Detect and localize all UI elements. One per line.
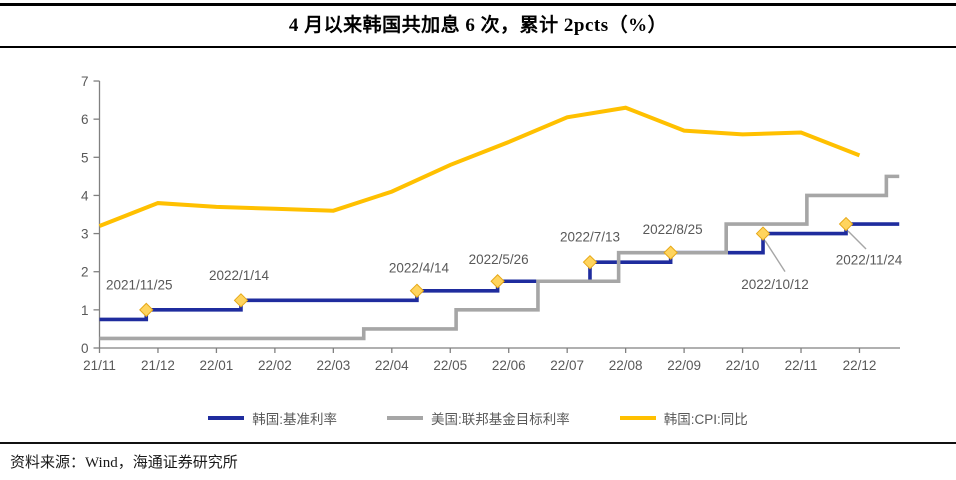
footer-separator-line: [0, 442, 956, 444]
y-axis-tick-label: 2: [81, 265, 89, 280]
legend-swatch-icon: [208, 416, 245, 420]
x-axis-tick-label: 22/02: [258, 358, 292, 373]
annotation-leader-line: [847, 230, 867, 250]
y-axis-tick-label: 4: [81, 188, 89, 203]
legend-label: 韩国:CPI:同比: [663, 412, 748, 427]
x-axis-tick-label: 22/04: [375, 358, 409, 373]
x-axis-tick-label: 21/12: [141, 358, 175, 373]
chart-title: 4 月以来韩国共加息 6 次，累计 2pcts（%）: [288, 15, 668, 36]
chart-plot-area: 0 1 2 3 4 5 6 7 21/11 21/12 22/01 22/02 22/03 22/04 22…: [81, 74, 903, 373]
rate-hike-diamond-marker: [233, 293, 249, 308]
legend-item-2: 韩国:CPI:同比: [619, 408, 748, 428]
series-line-1: [99, 174, 900, 341]
x-axis-tick-label: 22/05: [433, 358, 467, 373]
legend-swatch-icon: [619, 416, 656, 420]
annotation-date-label: 2022/8/25: [643, 222, 703, 237]
annotation-date-label: 2021/11/25: [106, 277, 173, 292]
x-axis-tick-label: 22/09: [667, 358, 701, 373]
annotation-date-label: 2022/10/12: [741, 277, 809, 292]
legend-label: 韩国:基准利率: [252, 412, 337, 427]
annotation-date-label: 2022/4/14: [389, 260, 450, 275]
x-axis-tick-label: 22/08: [609, 358, 643, 373]
annotation-leader-line: [764, 240, 786, 272]
y-axis-tick-label: 6: [81, 112, 89, 127]
source-note: 资料来源：Wind，海通证券研究所: [10, 455, 238, 471]
rate-hike-diamond-marker: [409, 283, 425, 298]
annotation-date-label: 2022/5/26: [469, 252, 529, 267]
rate-hike-diamond-marker: [838, 216, 854, 232]
x-axis-tick-label: 22/07: [550, 358, 584, 373]
x-axis-tick-label: 22/11: [785, 358, 818, 373]
x-axis-tick-label: 22/10: [726, 358, 760, 373]
title-separator-line: [0, 46, 956, 48]
annotation-date-label: 2022/1/14: [209, 268, 270, 283]
annotation-date-label: 2022/11/24: [836, 253, 903, 268]
legend-item-1: 美国:联邦基金目标利率: [386, 408, 570, 428]
top-border-line: [0, 3, 956, 6]
legend-label: 美国:联邦基金目标利率: [430, 412, 570, 427]
series-line-2: [98, 105, 861, 228]
x-axis-tick-label: 21/11: [83, 358, 116, 373]
rate-hike-diamond-marker: [755, 226, 771, 241]
legend-item-0: 韩国:基准利率: [208, 408, 337, 428]
y-axis-tick-label: 3: [81, 227, 89, 242]
x-axis-tick-label: 22/12: [843, 358, 877, 373]
y-axis-tick-label: 5: [81, 150, 89, 165]
y-axis-tick-label: 7: [81, 74, 89, 89]
legend-swatch-icon: [386, 416, 423, 420]
rate-hike-diamond-marker: [663, 245, 678, 260]
rate-hike-diamond-marker: [490, 274, 505, 289]
x-axis-tick-label: 22/03: [316, 358, 350, 373]
x-axis-tick-label: 22/01: [200, 358, 234, 373]
chart-legend: 韩国:基准利率 美国:联邦基金目标利率 韩国:CPI:同比: [0, 406, 956, 430]
y-axis-tick-label: 1: [81, 303, 89, 318]
x-axis-tick-label: 22/06: [492, 358, 526, 373]
y-axis-tick-label: 0: [81, 341, 89, 356]
rate-hike-diamond-marker: [582, 254, 598, 270]
rate-hike-diamond-marker: [139, 302, 154, 318]
annotation-date-label: 2022/7/13: [560, 230, 620, 245]
